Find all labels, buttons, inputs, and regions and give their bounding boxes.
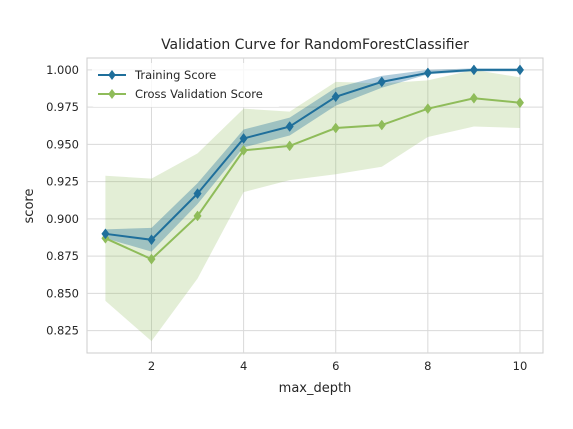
data-point xyxy=(331,91,340,103)
data-point xyxy=(147,234,156,246)
y-tick-label: 0.850 xyxy=(46,286,79,300)
confidence-band-training xyxy=(105,68,520,252)
data-point xyxy=(239,144,248,156)
data-point xyxy=(239,133,248,144)
chart-title: Validation Curve for RandomForestClassif… xyxy=(161,37,469,53)
x-tick-label: 10 xyxy=(513,359,528,373)
data-point xyxy=(423,67,432,79)
data-point xyxy=(193,210,202,222)
y-tick-label: 0.975 xyxy=(46,100,79,114)
y-tick-label: 0.925 xyxy=(46,175,79,189)
data-point xyxy=(331,122,340,134)
data-point xyxy=(101,228,110,240)
data-point xyxy=(423,103,432,115)
y-tick-label: 0.900 xyxy=(46,212,79,226)
y-tick-label: 0.875 xyxy=(46,249,79,263)
x-tick-label: 6 xyxy=(332,359,339,373)
series-line-training xyxy=(105,68,520,241)
series-line-cross-validation xyxy=(105,97,521,261)
data-point xyxy=(469,92,478,104)
legend-marker xyxy=(108,89,116,99)
data-point xyxy=(193,188,202,199)
data-point xyxy=(147,253,156,265)
legend-box xyxy=(92,63,280,107)
line-layer xyxy=(105,68,521,261)
marker-layer xyxy=(101,64,525,265)
y-tick-label: 1.000 xyxy=(46,63,79,77)
data-point xyxy=(515,97,525,109)
x-tick-label: 8 xyxy=(424,359,431,373)
data-point xyxy=(469,64,478,76)
data-point xyxy=(285,121,294,132)
confidence-band-cross-validation xyxy=(105,69,520,342)
x-axis-label: max_depth xyxy=(279,381,352,396)
x-tick-label: 4 xyxy=(240,359,247,373)
tick-layer: 2 4 6 8 10 0.825 0.850 0.875 0.900 0.925 0.950 0.97… xyxy=(46,63,527,373)
y-tick-label: 0.950 xyxy=(46,137,79,151)
legend-label: Training Score xyxy=(134,68,216,82)
x-tick-label: 2 xyxy=(148,359,155,373)
y-axis-label: score xyxy=(22,189,37,224)
data-point xyxy=(377,119,386,131)
data-point xyxy=(515,64,525,76)
data-point xyxy=(285,140,294,152)
band-layer xyxy=(105,68,520,342)
legend: Training Score Cross Validation Score xyxy=(92,63,280,107)
y-tick-label: 0.825 xyxy=(46,324,79,338)
legend-label: Cross Validation Score xyxy=(135,87,263,101)
legend-marker xyxy=(108,70,116,80)
data-point xyxy=(377,76,386,88)
